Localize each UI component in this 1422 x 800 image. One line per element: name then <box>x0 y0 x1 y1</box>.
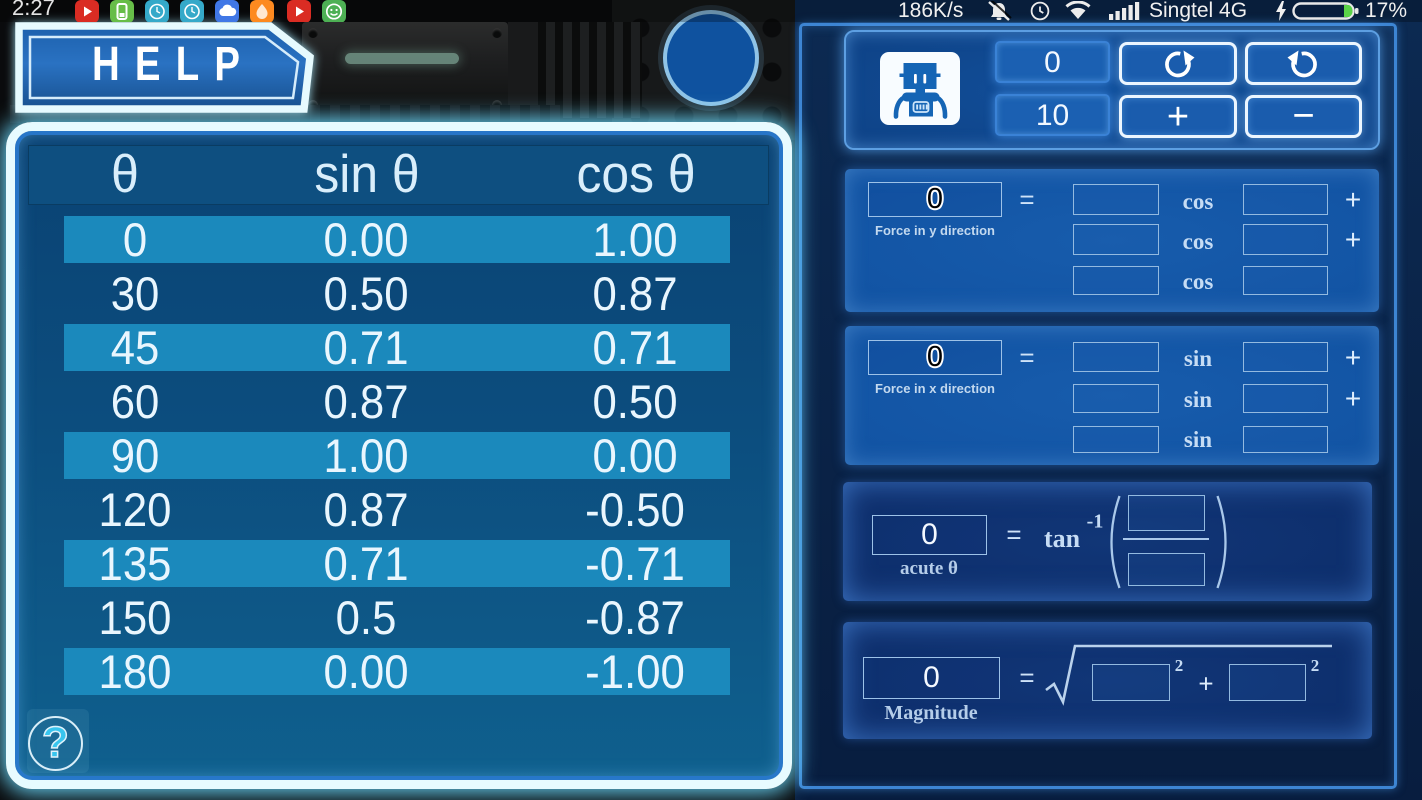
svg-text:HELP: HELP <box>92 38 255 91</box>
